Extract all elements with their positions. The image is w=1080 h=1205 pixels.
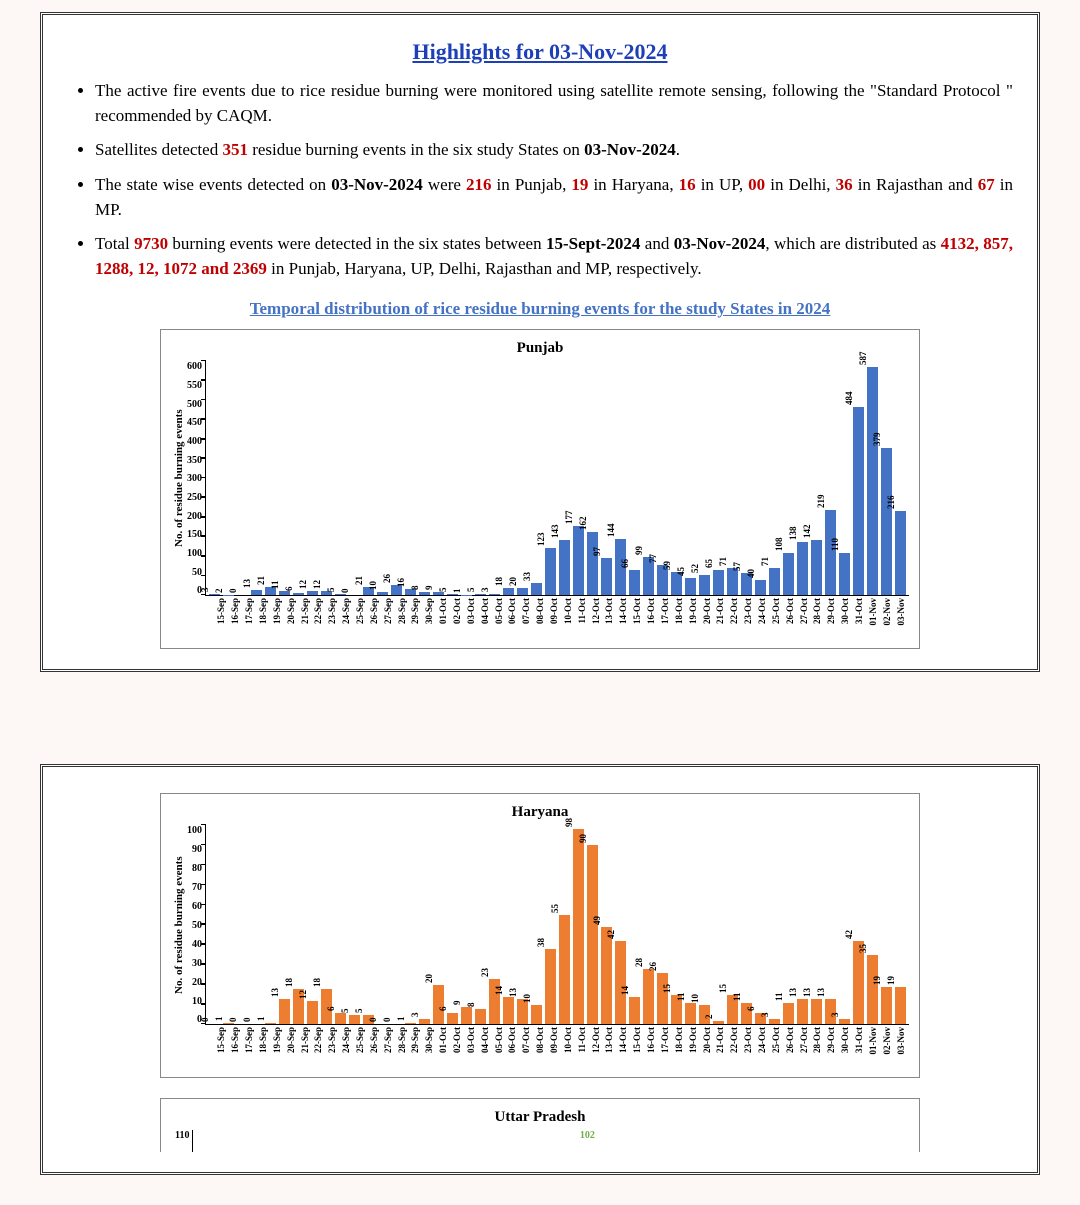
highlights-frame: Highlights for 03-Nov-2024 The active fi… — [40, 12, 1040, 672]
bar: 5 — [362, 825, 375, 1024]
bar: 5 — [348, 825, 361, 1024]
charts-frame-2: HaryanaNo. of residue burning events1009… — [40, 764, 1040, 1175]
plot-area: 0100113181218655001320698231413103855989… — [205, 825, 909, 1025]
bar: 8 — [474, 825, 487, 1024]
chart-punjab: PunjabNo. of residue burning events60055… — [160, 329, 920, 649]
bar: 66 — [628, 361, 641, 595]
bar: 42 — [852, 825, 865, 1024]
bar: 71 — [726, 361, 739, 595]
bar: 10 — [530, 825, 543, 1024]
chart-title: Punjab — [171, 340, 909, 357]
bar: 55 — [558, 825, 571, 1024]
chart-title: Uttar Pradesh — [171, 1109, 909, 1126]
bar: 21 — [264, 361, 277, 595]
bar: 379 — [880, 361, 893, 595]
bar: 0 — [348, 361, 361, 595]
bar: 28 — [642, 825, 655, 1024]
bar: 0 — [376, 825, 389, 1024]
bar: 20 — [516, 361, 529, 595]
bar: 71 — [768, 361, 781, 595]
bar: 13 — [824, 825, 837, 1024]
bar: 14 — [628, 825, 641, 1024]
bar: 5 — [334, 361, 347, 595]
bar: 219 — [824, 361, 837, 595]
bar: 3 — [418, 825, 431, 1024]
chart-section-title: Temporal distribution of rice residue bu… — [67, 299, 1013, 319]
y-axis-label: No. of residue burning events — [171, 825, 187, 1025]
bar: 33 — [530, 361, 543, 595]
chart-up: Uttar Pradesh110102 — [160, 1098, 920, 1152]
bar: 3 — [208, 361, 221, 595]
bar: 45 — [684, 361, 697, 595]
y-axis-label: No. of residue burning events — [171, 361, 187, 596]
bar: 0 — [236, 361, 249, 595]
bar: 49 — [600, 825, 613, 1024]
bar: 6 — [334, 825, 347, 1024]
bar: 6 — [446, 825, 459, 1024]
page-title: Highlights for 03-Nov-2024 — [67, 39, 1013, 65]
bar: 6 — [754, 825, 767, 1024]
bar: 177 — [572, 361, 585, 595]
bar: 19 — [880, 825, 893, 1024]
bar: 26 — [656, 825, 669, 1024]
bar: 0 — [208, 825, 221, 1024]
bar: 59 — [670, 361, 683, 595]
bar: 6 — [292, 361, 305, 595]
bar: 10 — [698, 825, 711, 1024]
bar: 0 — [236, 825, 249, 1024]
plot-area: 3201321116121250211026168951531820331231… — [205, 361, 909, 596]
bar: 0 — [390, 825, 403, 1024]
peak-value-label: 102 — [580, 1130, 595, 1141]
bar: 16 — [404, 361, 417, 595]
bar: 3 — [488, 361, 501, 595]
chart-title: Haryana — [171, 804, 909, 821]
bar: 143 — [558, 361, 571, 595]
bar: 1 — [460, 361, 473, 595]
bar: 9 — [432, 361, 445, 595]
bar: 97 — [600, 361, 613, 595]
bar: 0 — [250, 825, 263, 1024]
bar: 9 — [460, 825, 473, 1024]
bar: 162 — [586, 361, 599, 595]
bar: 13 — [250, 361, 263, 595]
bar: 587 — [866, 361, 879, 595]
bar: 98 — [572, 825, 585, 1024]
bar: 12 — [306, 825, 319, 1024]
bar: 142 — [810, 361, 823, 595]
bar: 108 — [782, 361, 795, 595]
bar: 1 — [404, 825, 417, 1024]
bar: 8 — [418, 361, 431, 595]
bar: 19 — [894, 825, 907, 1024]
bar: 11 — [740, 825, 753, 1024]
bar: 57 — [740, 361, 753, 595]
bar: 21 — [362, 361, 375, 595]
bar: 5 — [446, 361, 459, 595]
bar: 18 — [320, 825, 333, 1024]
bar: 13 — [278, 825, 291, 1024]
bar: 35 — [866, 825, 879, 1024]
bar: 3 — [838, 825, 851, 1024]
bar: 18 — [502, 361, 515, 595]
bar: 138 — [796, 361, 809, 595]
bar: 10 — [376, 361, 389, 595]
bar: 2 — [222, 361, 235, 595]
bar: 1 — [222, 825, 235, 1024]
bar: 484 — [852, 361, 865, 595]
bar: 2 — [712, 825, 725, 1024]
bullet-total-today: Satellites detected 351 residue burning … — [95, 138, 1013, 163]
bar: 38 — [544, 825, 557, 1024]
bullet-protocol: The active fire events due to rice resid… — [95, 79, 1013, 128]
highlights-list: The active fire events due to rice resid… — [67, 79, 1013, 281]
bar: 216 — [894, 361, 907, 595]
bar: 12 — [306, 361, 319, 595]
bar: 26 — [390, 361, 403, 595]
bullet-cumulative: Total 9730 burning events were detected … — [95, 232, 1013, 281]
bar: 12 — [320, 361, 333, 595]
chart-haryana: HaryanaNo. of residue burning events1009… — [160, 793, 920, 1078]
bar: 5 — [474, 361, 487, 595]
bar: 11 — [278, 361, 291, 595]
bar: 20 — [432, 825, 445, 1024]
bullet-statewise: The state wise events detected on 03-Nov… — [95, 173, 1013, 222]
bar: 123 — [544, 361, 557, 595]
